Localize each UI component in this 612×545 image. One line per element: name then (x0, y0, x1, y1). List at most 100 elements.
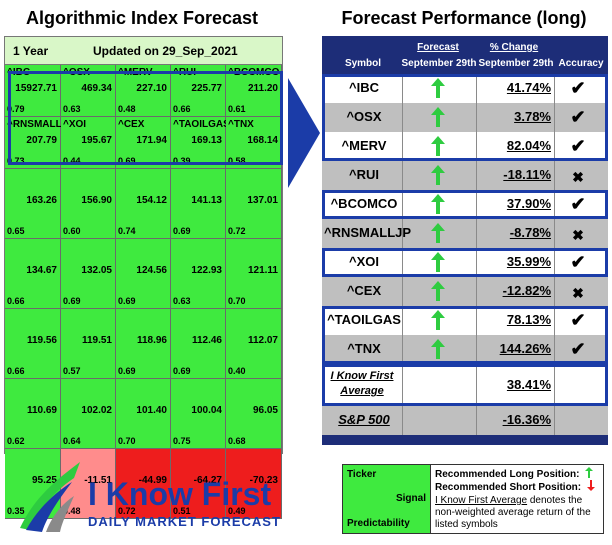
forecast-signal: 168.14 (247, 135, 278, 146)
performance-symbol: ^IBC (349, 80, 379, 95)
period-label: 1 Year (13, 44, 49, 58)
forecast-cell: ^RNSMALLJP 207.79 0.73 (5, 117, 74, 169)
forecast-cell: 141.13 0.69 (171, 169, 226, 239)
forecast-predictability: 0.63 (173, 296, 191, 306)
performance-change: 3.78% (514, 109, 551, 124)
legend-swatch: Ticker Signal Predictability (343, 465, 431, 533)
forecast-cell: ^IBC 15927.71 0.79 (5, 65, 61, 117)
forecast-predictability: 0.69 (173, 366, 191, 376)
col-forecast-subheader: September 29th (401, 58, 477, 69)
forecast-predictability: 0.63 (63, 104, 81, 114)
check-icon: ✔ (570, 78, 586, 98)
performance-change: -18.11% (503, 167, 551, 182)
performance-change: 37.90% (506, 196, 551, 211)
forecast-row: 163.26 0.65 156.90 0.60 154.12 0.74 141.13 0.69… (5, 169, 282, 239)
forecast-predictability: 0.75 (173, 436, 191, 446)
performance-symbol: ^BCOMCO (330, 196, 398, 211)
legend-long-label: Recommended Long Position: (435, 467, 594, 480)
forecast-symbol: ^BCOMCO (228, 67, 280, 78)
forecast-signal: 154.12 (136, 195, 167, 206)
benchmark-row: S&P 500 -16.36% (322, 406, 608, 435)
forecast-predictability: 0.62 (7, 436, 25, 446)
performance-change: 41.74% (506, 80, 551, 95)
company-logo: I Know First DAILY MARKET FORECAST (16, 458, 286, 538)
forecast-symbol: ^IBC (7, 67, 31, 78)
forecast-signal: 95.25 (31, 475, 57, 486)
logo-tagline: DAILY MARKET FORECAST (88, 514, 281, 529)
check-icon: ✔ (570, 252, 586, 272)
forecast-signal: 141.13 (191, 195, 222, 206)
forecast-predictability: 0.58 (228, 156, 246, 166)
forecast-cell: ^CEX 171.94 0.69 (116, 117, 171, 169)
check-icon: ✔ (570, 310, 586, 330)
check-icon: ✔ (570, 107, 586, 127)
up-arrow-icon (585, 467, 594, 478)
performance-row: ^TAOILGAS 78.13% ✔ (322, 306, 608, 335)
performance-symbol: ^MERV (341, 138, 387, 153)
forecast-signal: 119.51 (81, 335, 112, 346)
forecast-signal: 124.56 (136, 265, 167, 276)
forecast-predictability: 0.68 (228, 436, 246, 446)
forecast-signal: -44.99 (138, 475, 167, 486)
performance-row: ^BCOMCO 37.90% ✔ (322, 190, 608, 219)
forecast-cell: -44.99 0.72 (116, 449, 171, 519)
performance-row: ^CEX -12.82% ✖ (322, 277, 608, 306)
up-arrow-icon (431, 194, 445, 214)
benchmark-change: -16.36% (502, 412, 551, 427)
forecast-signal: 469.34 (81, 83, 112, 94)
forecast-predictability: 0.57 (63, 366, 81, 376)
col-symbol-header: Symbol (344, 58, 382, 69)
forecast-cell: 101.40 0.70 (116, 379, 171, 449)
forecast-predictability: 0.39 (173, 156, 191, 166)
forecast-signal: -70.23 (249, 475, 278, 486)
benchmark-label: S&P 500 (338, 412, 390, 427)
forecast-cell: 112.07 0.40 (226, 309, 282, 379)
performance-symbol: ^RUI (349, 167, 379, 182)
legend: Ticker Signal Predictability Recommended… (342, 464, 604, 534)
forecast-cell: 100.04 0.75 (171, 379, 226, 449)
forecast-signal: 225.77 (191, 83, 222, 94)
up-arrow-icon (431, 281, 445, 301)
forecast-cell: ^XOI 195.67 0.44 (61, 117, 116, 169)
forecast-cell: 154.12 0.74 (116, 169, 171, 239)
performance-row: ^RNSMALLJP -8.78% ✖ (322, 219, 608, 248)
forecast-cell: ^TAOILGAS 169.13 0.39 (171, 117, 230, 169)
performance-row: ^TNX 144.26% ✔ (322, 335, 608, 364)
check-icon: ✔ (570, 339, 586, 359)
performance-symbol: ^CEX (346, 283, 382, 298)
forecast-signal: -64.27 (193, 475, 222, 486)
forecast-cell: 132.05 0.69 (61, 239, 116, 309)
legend-predictability-label: Predictability (347, 518, 410, 529)
forecast-predictability: 0.40 (228, 366, 246, 376)
performance-change: -8.78% (509, 225, 551, 240)
performance-symbol: ^XOI (349, 254, 379, 269)
col-accuracy-header: Accuracy (558, 58, 604, 69)
legend-signal-label: Signal (395, 493, 426, 504)
forecast-cell: 156.90 0.60 (61, 169, 116, 239)
legend-short-label: Recommended Short Position: (435, 480, 595, 493)
forecast-predictability: 0.74 (118, 226, 136, 236)
forecast-predictability: 0.72 (228, 226, 246, 236)
forecast-signal: 100.04 (191, 405, 222, 416)
forecast-cell: 112.46 0.69 (171, 309, 226, 379)
forecast-cell: 119.51 0.57 (61, 309, 116, 379)
performance-change: 78.13% (506, 312, 551, 327)
forecast-signal: -11.51 (84, 475, 112, 486)
performance-row: ^MERV 82.04% ✔ (322, 132, 608, 161)
forecast-cell: 163.26 0.65 (5, 169, 61, 239)
forecast-row: 119.56 0.66 119.51 0.57 118.96 0.69 112.46 0.69… (5, 309, 282, 379)
forecast-cell: 137.01 0.72 (226, 169, 282, 239)
performance-symbol: ^TNX (347, 341, 381, 356)
forecast-signal: 122.93 (191, 265, 222, 276)
forecast-signal: 102.02 (81, 405, 112, 416)
forecast-signal: 112.07 (247, 335, 278, 346)
forecast-symbol: ^RNSMALLJP (7, 119, 74, 130)
performance-change: 144.26% (499, 341, 551, 356)
forecast-symbol: ^CEX (118, 119, 145, 130)
forecast-predictability: 0.69 (118, 366, 136, 376)
col-forecast-header: Forecast (417, 42, 459, 53)
up-arrow-icon (431, 252, 445, 272)
logo-brand-text: I Know First (88, 476, 272, 512)
forecast-cell: 118.96 0.69 (116, 309, 171, 379)
col-change-subheader: September 29th (478, 58, 554, 69)
